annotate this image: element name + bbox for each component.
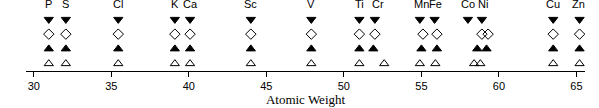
svg-text:Ti: Ti	[355, 0, 364, 10]
svg-text:Co: Co	[461, 0, 475, 10]
svg-text:Mn: Mn	[414, 0, 429, 10]
svg-text:Cu: Cu	[546, 0, 560, 10]
svg-text:Cl: Cl	[113, 0, 123, 10]
svg-text:Ni: Ni	[478, 0, 488, 10]
svg-text:55: 55	[415, 80, 427, 92]
svg-text:K: K	[171, 0, 179, 10]
svg-text:Ca: Ca	[183, 0, 198, 10]
svg-text:S: S	[62, 0, 69, 10]
svg-text:Cr: Cr	[372, 0, 384, 10]
svg-text:30: 30	[28, 80, 40, 92]
svg-text:P: P	[45, 0, 52, 10]
svg-text:40: 40	[183, 80, 195, 92]
svg-text:60: 60	[493, 80, 505, 92]
svg-text:Sc: Sc	[244, 0, 257, 10]
svg-text:35: 35	[105, 80, 117, 92]
svg-text:Zn: Zn	[572, 0, 585, 10]
svg-text:45: 45	[260, 80, 272, 92]
svg-text:V: V	[307, 0, 315, 10]
svg-text:50: 50	[338, 80, 350, 92]
svg-text:Fe: Fe	[429, 0, 442, 10]
svg-text:Atomic Weight: Atomic Weight	[266, 92, 346, 107]
svg-text:65: 65	[570, 80, 582, 92]
